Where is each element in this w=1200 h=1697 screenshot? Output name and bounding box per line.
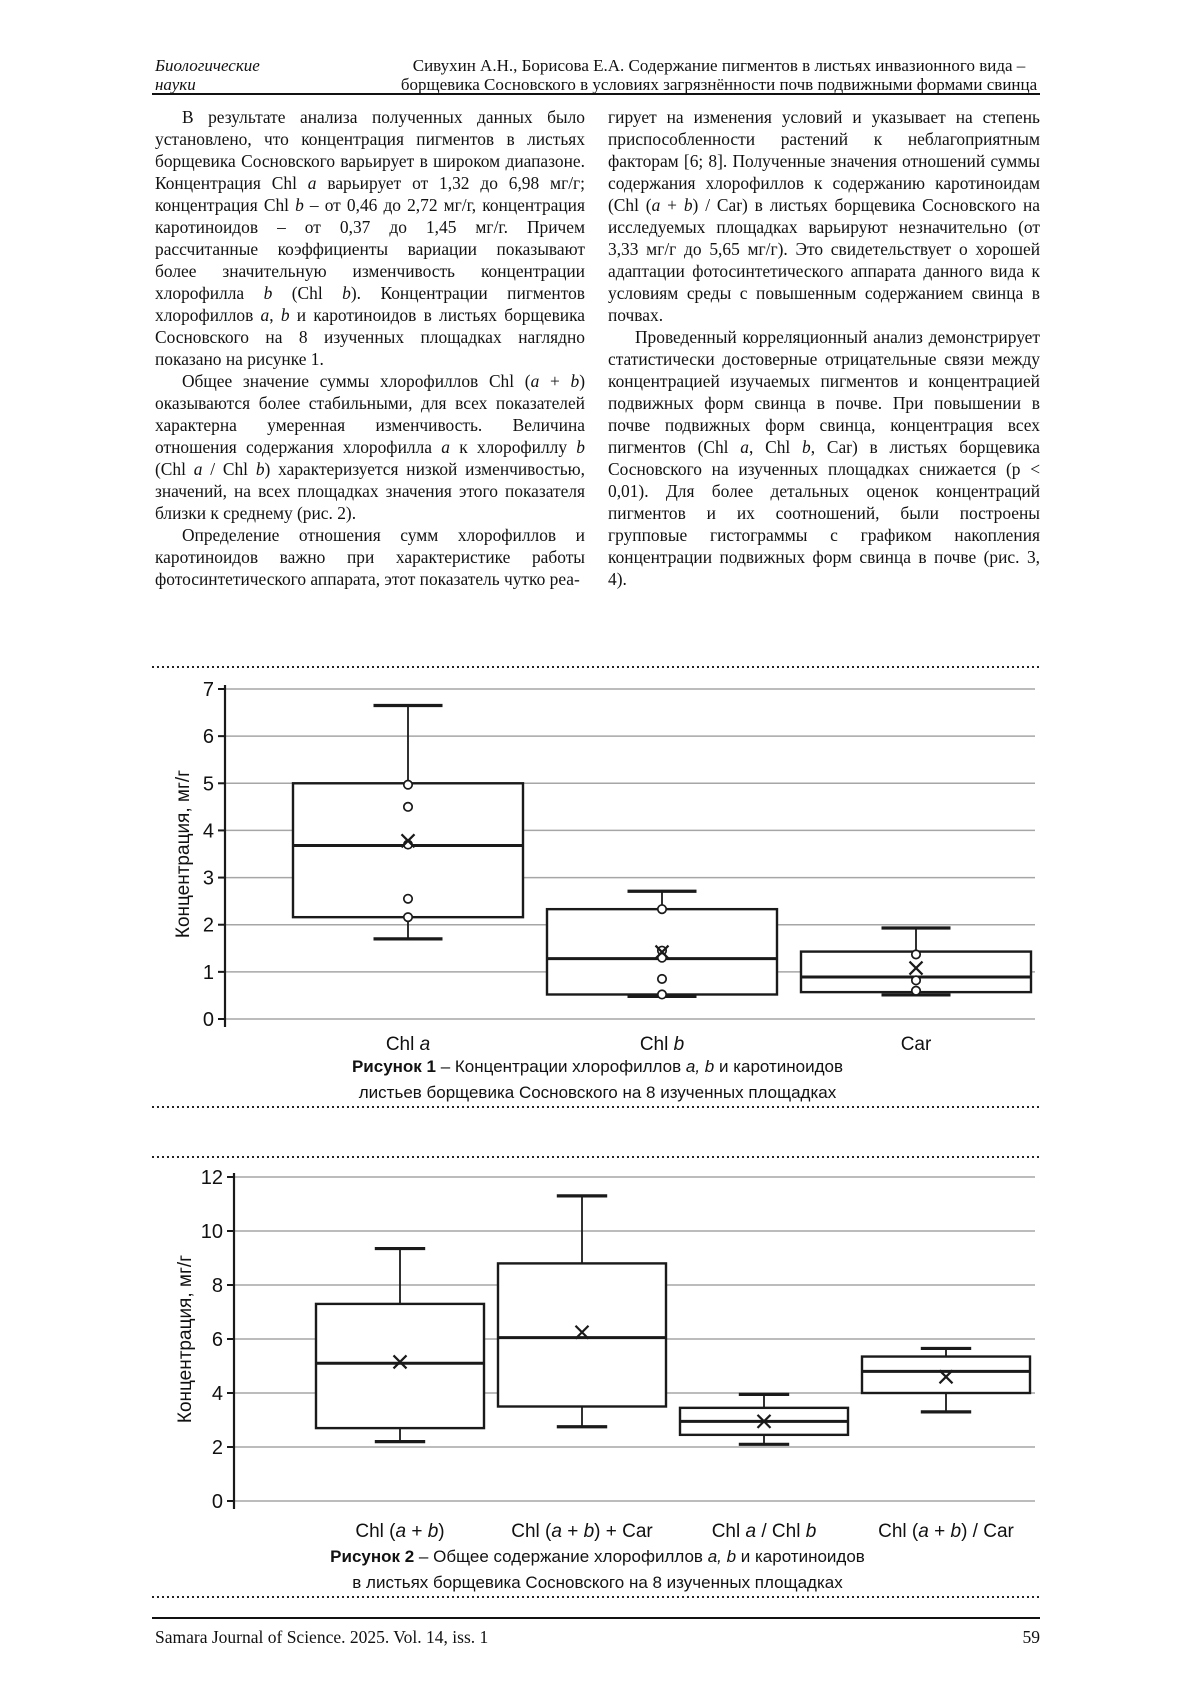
paragraph: гирует на изменения условий и указывает … xyxy=(608,107,1040,325)
svg-text:Chl a: Chl a xyxy=(386,1034,430,1055)
header-section-line2: науки xyxy=(155,75,196,94)
figure2-caption-line2: в листьях борщевика Сосновского на 8 изу… xyxy=(352,1573,843,1592)
text-column-left: В результате анализа полученных данных б… xyxy=(155,106,585,590)
svg-text:2: 2 xyxy=(203,915,214,937)
header-article-title: Сивухин А.Н., Борисова Е.А. Содержание п… xyxy=(398,56,1040,94)
svg-text:6: 6 xyxy=(212,1329,223,1351)
svg-text:6: 6 xyxy=(203,726,214,748)
footer-rule xyxy=(152,1617,1040,1619)
figure1-caption-line1: Рисунок 1 – Концентрации хлорофиллов a, … xyxy=(351,1057,844,1076)
header-section: Биологические науки xyxy=(155,56,305,94)
figure1-caption-line2: листьев борщевика Сосновского на 8 изуче… xyxy=(358,1083,837,1102)
svg-text:4: 4 xyxy=(212,1383,223,1405)
dashed-separator xyxy=(152,1596,1042,1598)
figure1-boxplot: 0 1 2 3 4 5 6 7 Концентрация, мг/г Chl a Chl b Car xyxy=(173,679,1035,1055)
figure1-caption: Рисунок 1 – Концентрации хлорофиллов a, … xyxy=(155,1054,1040,1106)
svg-text:Концентрация, мг/г: Концентрация, мг/г xyxy=(175,1255,196,1423)
svg-text:8: 8 xyxy=(212,1275,223,1297)
svg-text:Car: Car xyxy=(901,1034,932,1055)
paragraph: Определение отношения сумм хлорофиллов и… xyxy=(155,525,585,589)
svg-text:3: 3 xyxy=(203,868,214,890)
page-number: 59 xyxy=(1022,1627,1041,1647)
svg-text:Chl (a + b) + Car: Chl (a + b) + Car xyxy=(511,1521,653,1542)
svg-text:7: 7 xyxy=(203,679,214,701)
paragraph: Общее значение суммы хлорофиллов Chl (a … xyxy=(155,371,585,523)
svg-text:1: 1 xyxy=(203,962,214,984)
dashed-separator xyxy=(152,1156,1042,1158)
paragraph: Проведенный корреляционный анализ демонс… xyxy=(608,327,1040,589)
svg-text:2: 2 xyxy=(212,1437,223,1459)
svg-text:Chl (a + b) / Car: Chl (a + b) / Car xyxy=(878,1521,1014,1542)
svg-text:0: 0 xyxy=(203,1009,214,1031)
dashed-separator xyxy=(152,1106,1042,1108)
svg-text:4: 4 xyxy=(203,820,214,842)
header-title-line1: Сивухин А.Н., Борисова Е.А. Содержание п… xyxy=(412,56,1026,75)
svg-text:Chl b: Chl b xyxy=(640,1034,684,1055)
text-column-right: гирует на изменения условий и указывает … xyxy=(608,106,1040,590)
svg-text:5: 5 xyxy=(203,773,214,795)
figure2-boxplot: 0 2 4 6 8 10 12 Концентрация, мг/г Chl (a + b) Ch… xyxy=(175,1167,1035,1542)
header-rule xyxy=(152,93,1040,95)
dashed-separator xyxy=(152,666,1042,668)
svg-text:Chl (a + b): Chl (a + b) xyxy=(355,1521,444,1542)
footer-journal: Samara Journal of Science. 2025. Vol. 14… xyxy=(155,1627,489,1647)
svg-text:12: 12 xyxy=(201,1167,223,1189)
header-title-line2: борщевика Сосновского в условиях загрязн… xyxy=(400,75,1038,94)
svg-text:10: 10 xyxy=(201,1221,223,1243)
paragraph: В результате анализа полученных данных б… xyxy=(155,107,585,369)
svg-text:Chl a / Chl b: Chl a / Chl b xyxy=(712,1521,817,1542)
svg-text:0: 0 xyxy=(212,1491,223,1513)
figure2-caption: Рисунок 2 – Общее содержание хлорофиллов… xyxy=(155,1544,1040,1596)
svg-text:Концентрация, мг/г: Концентрация, мг/г xyxy=(173,770,194,938)
header-section-line1: Биологические xyxy=(155,56,260,75)
figure2-caption-line1: Рисунок 2 – Общее содержание хлорофиллов… xyxy=(330,1547,865,1566)
